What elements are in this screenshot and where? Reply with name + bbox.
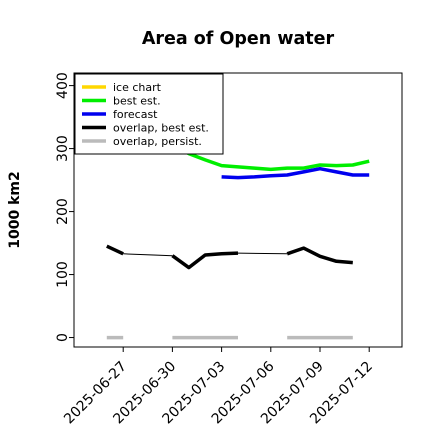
y-tick-label: 200 xyxy=(55,198,71,225)
series-overlap-best-est-line xyxy=(286,246,353,265)
legend-label-overlap-best-est: overlap, best est. xyxy=(113,122,209,135)
series-best-est-line xyxy=(171,143,370,172)
y-tick-label: 100 xyxy=(55,261,71,288)
series-overlap-best-est-line xyxy=(106,244,124,256)
plot-frame xyxy=(73,72,403,348)
y-tick-label: 300 xyxy=(55,135,71,162)
series-layer xyxy=(106,143,370,340)
legend-label-best-est: best est. xyxy=(113,95,161,108)
y-tick-label: 400 xyxy=(55,72,71,99)
legend-label-forecast: forecast xyxy=(113,108,158,121)
legend-label-ice-chart: ice chart xyxy=(113,81,162,94)
y-axis-label: 1000 km2 xyxy=(7,171,23,248)
legend-label-overlap-persist: overlap, persist. xyxy=(113,135,202,148)
series-overlap-best-est-connector xyxy=(237,252,288,255)
series-forecast-line xyxy=(221,166,370,180)
series-overlap-best-est-line xyxy=(171,251,239,270)
series-overlap-best-est-connector xyxy=(123,253,173,257)
plot-area: 01002003004002025-06-272025-06-302025-07… xyxy=(55,72,403,427)
y-tick-label: 0 xyxy=(55,333,71,342)
chart-title: Area of Open water xyxy=(142,29,335,49)
